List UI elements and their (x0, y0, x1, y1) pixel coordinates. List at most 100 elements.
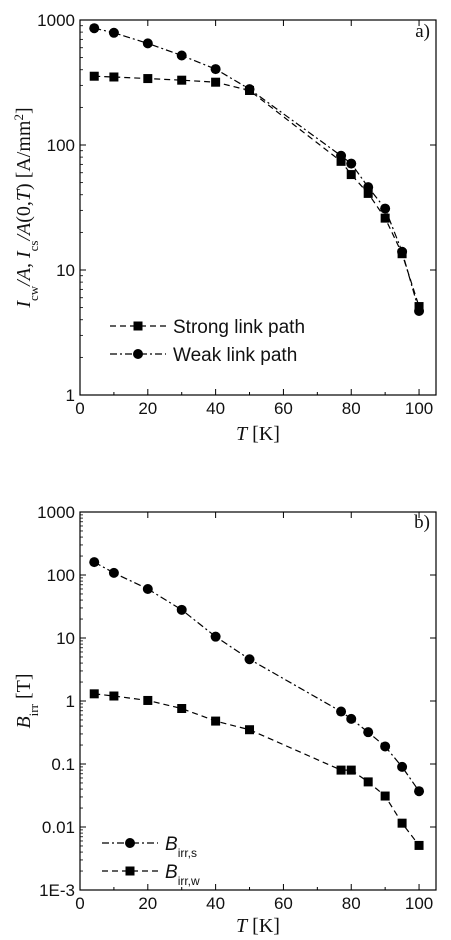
x-axis-title: T [K] (236, 915, 280, 937)
data-point (143, 695, 153, 705)
y-tick-label: 100 (47, 136, 75, 155)
x-tick-label: 20 (138, 894, 157, 913)
y-axis-title-part: cw (26, 285, 41, 301)
data-point (89, 689, 99, 699)
series-line (94, 27, 420, 312)
legend-label-sub: irr,s (178, 846, 197, 860)
series-0 (89, 557, 425, 797)
y-axis-title: Icw/A, Ics/A(0,T) [A/mm2] (11, 107, 41, 308)
y-axis-title-part: 2 (11, 114, 26, 121)
y-tick-label: 0.01 (42, 818, 75, 837)
y-tick-label: 1000 (37, 503, 75, 522)
x-axis-title: T [K] (236, 423, 280, 445)
data-point (397, 818, 407, 828)
data-point (346, 713, 357, 724)
data-point (336, 150, 347, 161)
data-point (244, 654, 255, 665)
y-axis-title-part: A (13, 222, 35, 237)
data-point (89, 71, 99, 81)
y-axis-title-part: I (13, 250, 35, 259)
y-axis-title-part: A (13, 267, 35, 282)
x-tick-label: 40 (206, 894, 225, 913)
x-axis-title-var: T (236, 423, 249, 445)
data-point (89, 557, 100, 568)
data-point (414, 305, 425, 316)
series-0 (89, 71, 424, 312)
data-point (380, 741, 391, 752)
data-point (346, 765, 356, 775)
data-point (109, 691, 119, 701)
data-point (346, 170, 356, 180)
data-point (397, 761, 408, 772)
x-tick-label: 0 (75, 894, 84, 913)
data-point (176, 50, 187, 61)
legend-label-sub: irr,w (178, 874, 200, 888)
x-tick-label: 100 (405, 399, 433, 418)
data-point (142, 583, 153, 594)
x-tick-label: 80 (342, 894, 361, 913)
y-tick-label: 10 (56, 261, 75, 280)
data-point (108, 27, 119, 38)
series-1 (89, 23, 425, 316)
y-tick-label: 10 (56, 629, 75, 648)
series-line (93, 561, 420, 792)
x-axis-title-unit: [K] (247, 423, 280, 445)
chart-panel-b: 0 20 40 60 80 100 1E-3 0.01 0.1 1 10 100 1000 b) T [K]… (13, 503, 437, 937)
legend-label: Birr,s (165, 834, 197, 860)
data-point (380, 791, 390, 801)
series-line (94, 693, 420, 846)
y-axis-title-part: [T] (13, 673, 35, 704)
data-point (142, 38, 153, 49)
data-point (143, 74, 153, 84)
data-point (346, 158, 357, 169)
y-axis-title-part: , (13, 258, 35, 268)
series-line (94, 75, 420, 307)
y-axis-title: Birr [T] (13, 673, 41, 728)
y-tick-label: 1E-3 (39, 881, 75, 900)
data-point (244, 84, 255, 95)
legend-label-main: B (165, 862, 178, 883)
data-point (414, 840, 424, 850)
x-tick-label: 60 (274, 399, 293, 418)
y-axis-title-part: ] (13, 107, 35, 114)
panel-label: a) (415, 21, 430, 42)
data-point (363, 777, 373, 787)
x-axis-title-var: T (236, 915, 249, 937)
y-tick-label: 0.1 (51, 755, 75, 774)
y-axis-title-part: / (13, 233, 35, 242)
data-point (108, 567, 119, 578)
series-1 (89, 689, 424, 850)
data-point (397, 246, 408, 257)
data-point (245, 725, 255, 735)
data-point (210, 631, 221, 642)
data-point (380, 203, 391, 214)
data-point (109, 72, 119, 82)
y-axis-title-part: / (13, 278, 35, 287)
data-point (177, 75, 187, 85)
y-axis-title-part: cs (26, 241, 41, 252)
panel-label: b) (414, 512, 430, 533)
y-axis-title-part: T (13, 188, 35, 201)
data-point (363, 188, 373, 198)
y-axis-title-part: B (13, 716, 35, 728)
y-axis-title-part: I (13, 300, 35, 309)
data-point (336, 156, 346, 166)
x-tick-label: 0 (75, 399, 84, 418)
data-point (414, 786, 425, 797)
y-tick-label: 1000 (37, 11, 75, 30)
data-point (380, 213, 390, 223)
y-axis-title-part: ) [A/mm (13, 120, 35, 190)
data-point (336, 765, 346, 775)
data-point (176, 604, 187, 615)
x-tick-label: 20 (138, 399, 157, 418)
legend-marker (133, 349, 143, 359)
data-point (211, 716, 221, 726)
legend-marker (125, 838, 135, 848)
legend-label-main: B (165, 834, 178, 855)
data-point (363, 182, 374, 193)
data-point (210, 64, 221, 75)
data-point (89, 23, 100, 34)
y-tick-label: 1 (66, 386, 75, 405)
y-axis-title-part: irr (26, 703, 41, 716)
